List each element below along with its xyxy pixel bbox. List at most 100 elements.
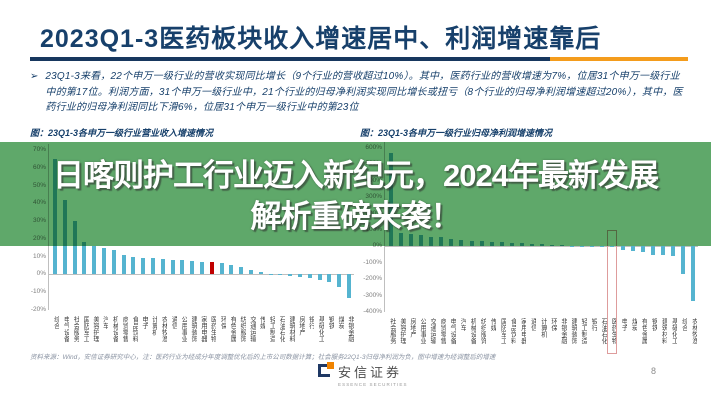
highlight-box xyxy=(607,230,618,354)
chart-left-title: 图：23Q1-3各申万一级行业营业收入增速情况 xyxy=(30,128,214,138)
bar xyxy=(82,242,87,275)
category-label: 房地产 xyxy=(408,318,416,338)
category-label: 建筑材料 xyxy=(660,318,668,344)
logo-text: 安信证券 ESSENCE SECURITIES xyxy=(338,362,408,387)
category-label: 美容护理 xyxy=(398,318,406,344)
bar xyxy=(620,246,625,251)
bar xyxy=(288,274,293,277)
category-label: 环保 xyxy=(549,318,557,331)
bar xyxy=(298,274,303,278)
bar xyxy=(630,246,635,251)
category-label: 有色金属 xyxy=(228,316,236,342)
bar xyxy=(141,257,146,275)
category-label: 非银金融 xyxy=(346,316,354,342)
category-label: 基础化工 xyxy=(317,316,325,342)
category-label: 银行 xyxy=(307,316,315,329)
bar xyxy=(239,267,244,275)
bar xyxy=(307,274,312,278)
logo-name-en: ESSENCE SECURITIES xyxy=(338,382,408,387)
category-label: 医药生物 xyxy=(609,318,617,344)
essence-securities-logo: 安信证券 ESSENCE SECURITIES xyxy=(318,362,408,387)
category-label: 公用事业 xyxy=(418,318,426,344)
category-label: 纺织服饰 xyxy=(479,318,487,344)
category-label: 食品饮料 xyxy=(130,316,138,342)
category-label: 钢铁 xyxy=(650,318,658,331)
category-label: 传媒 xyxy=(258,316,266,329)
bullet-arrow-icon: ➢ xyxy=(30,71,39,82)
category-label: 建筑装饰 xyxy=(189,316,197,342)
banner-line-2: 解析重磅来袭！ xyxy=(250,199,462,234)
category-label: 传媒 xyxy=(489,318,497,331)
category-label: 综合 xyxy=(52,316,60,329)
category-label: 社会服务 xyxy=(388,318,396,344)
bar xyxy=(101,247,106,275)
category-label: 交通运输 xyxy=(248,316,256,342)
bar xyxy=(690,246,695,301)
bar xyxy=(600,246,605,248)
category-label: 煤炭 xyxy=(336,316,344,329)
bar xyxy=(219,262,224,275)
zero-axis-line xyxy=(384,246,698,248)
bar xyxy=(92,246,97,275)
bar xyxy=(121,254,126,275)
source-note: 资料来源：Wind，安信证券研究中心，注：医药行业为经成分年度调整优化后的上市公… xyxy=(30,354,496,361)
bar xyxy=(327,274,332,282)
overlay-banner: 日喀则护工行业迈入新纪元，2024年最新发展 解析重磅来袭！ xyxy=(0,155,711,237)
category-label: 机械设备 xyxy=(469,318,477,344)
category-label: 建筑装饰 xyxy=(569,318,577,344)
bar xyxy=(650,246,655,255)
category-label: 轻工制造 xyxy=(579,318,587,344)
bar xyxy=(258,271,263,275)
category-label: 商贸零售 xyxy=(121,316,129,342)
category-label: 电子 xyxy=(620,318,628,331)
category-label: 社会服务 xyxy=(72,316,80,342)
category-label: 农林牧渔 xyxy=(160,316,168,342)
logo-mark-icon xyxy=(318,362,334,379)
category-label: 环保 xyxy=(219,316,227,329)
category-label: 通信 xyxy=(170,316,178,329)
bar xyxy=(610,246,615,248)
bar xyxy=(72,221,77,275)
y-tick-label: -300% xyxy=(363,291,382,299)
bar xyxy=(660,246,665,256)
bullet-text: 23Q1-3来看，22个申万一级行业的营收实现同比增长（9个行业的营收超过10%… xyxy=(45,71,683,113)
bullet-point: ➢ 23Q1-3来看，22个申万一级行业的营收实现同比增长（9个行业的营收超过1… xyxy=(30,69,686,116)
y-tick-label: -10% xyxy=(30,288,46,296)
bar xyxy=(570,245,575,247)
category-label: 农林牧渔 xyxy=(690,318,698,344)
y-tick-label: -200% xyxy=(363,275,382,283)
category-label: 银行 xyxy=(589,318,597,331)
category-label: 通信 xyxy=(529,318,537,331)
category-label: 非银金融 xyxy=(559,318,567,344)
underline-navy-segment xyxy=(30,57,550,61)
bar xyxy=(229,264,234,275)
category-label: 电气设备 xyxy=(448,318,456,344)
category-label: 汽车 xyxy=(101,316,109,329)
category-label: 食品饮料 xyxy=(509,318,517,344)
bar xyxy=(580,245,585,247)
bar xyxy=(209,262,214,275)
bar xyxy=(278,274,283,276)
category-label: 综合 xyxy=(680,318,688,331)
banner-line-1: 日喀则护工行业迈入新纪元，2024年最新发展 xyxy=(53,158,659,193)
category-label: 石油石化 xyxy=(599,318,607,344)
bar xyxy=(150,258,155,275)
category-label: 医药生物 xyxy=(209,316,217,342)
category-label: 轻工制造 xyxy=(268,316,276,342)
title-underline xyxy=(30,57,688,61)
category-label: 公用事业 xyxy=(179,316,187,342)
category-label: 建筑材料 xyxy=(287,316,295,342)
bar xyxy=(347,274,352,298)
category-label: 煤炭 xyxy=(630,318,638,331)
bar xyxy=(170,260,175,275)
bar xyxy=(640,246,645,253)
bar xyxy=(190,261,195,275)
category-label: 商贸零售 xyxy=(438,318,446,344)
category-label: 基础化工 xyxy=(670,318,678,344)
category-label: 汽车 xyxy=(458,318,466,331)
chart-right-title: 图：23Q1-3各申万一级行业归母净利润增速情况 xyxy=(360,128,553,138)
category-label: 电气设备 xyxy=(62,316,70,342)
bar xyxy=(670,246,675,257)
bar xyxy=(337,274,342,287)
